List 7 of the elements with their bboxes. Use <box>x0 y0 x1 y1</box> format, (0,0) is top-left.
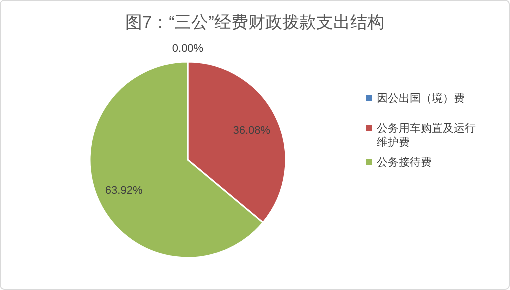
text: 0.00% <box>172 43 204 55</box>
data-label: 63.92% <box>105 184 143 197</box>
data-label: 36.08% <box>233 125 271 138</box>
legend-label: 因公出国（境）费 <box>377 92 465 105</box>
chart-title: 图7：“三公”经费财政拨款支出结构 <box>126 13 384 32</box>
legend-label: 公务接待费 <box>377 156 432 169</box>
legend-label: 公务用车购置及运行维护费 <box>377 122 476 149</box>
